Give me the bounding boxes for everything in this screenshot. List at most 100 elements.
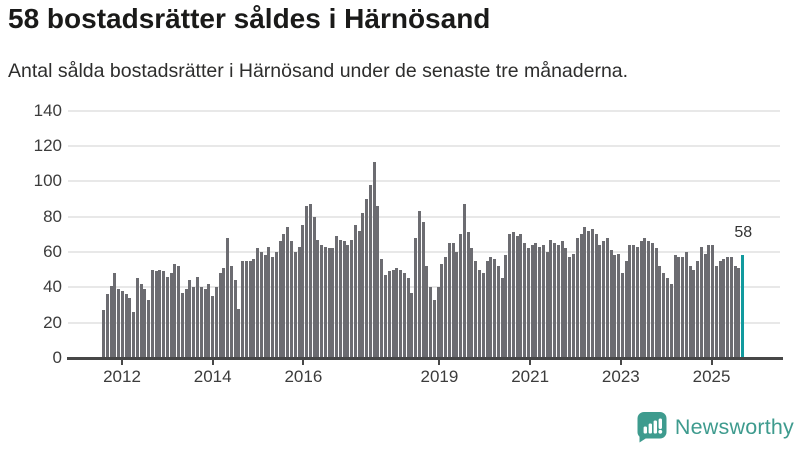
bar (147, 299, 151, 358)
bar (560, 241, 564, 358)
bar (688, 266, 692, 358)
bar (504, 255, 508, 358)
x-axis-tick (121, 359, 123, 365)
bar (575, 237, 579, 358)
bar (323, 246, 327, 358)
bar (124, 294, 128, 358)
bar (583, 227, 587, 358)
bar (109, 285, 113, 358)
bar (654, 248, 658, 358)
bar (417, 211, 421, 358)
gridline (68, 144, 780, 147)
bar (211, 296, 215, 358)
bar (184, 289, 188, 358)
bar (165, 276, 169, 358)
bar (493, 259, 497, 358)
bar (587, 230, 591, 358)
bar (312, 216, 316, 358)
bar (673, 255, 677, 358)
bar (722, 259, 726, 358)
x-axis-line (67, 357, 783, 360)
bar (545, 251, 549, 358)
bar (451, 243, 455, 358)
bar (297, 246, 301, 358)
bar (478, 269, 481, 358)
bar (380, 259, 384, 358)
x-axis-tick-label: 2025 (692, 367, 731, 386)
bar (226, 237, 230, 358)
bar (338, 239, 342, 358)
bar (102, 310, 105, 358)
bar (726, 257, 730, 358)
bar (196, 276, 199, 358)
x-axis-tick-label: 2016 (284, 367, 323, 386)
bar (459, 234, 463, 358)
x-axis-tick-label: 2021 (511, 367, 550, 386)
y-axis-tick-label: 120 (33, 135, 62, 155)
x-axis-tick-label: 2012 (103, 367, 141, 386)
bar (391, 269, 395, 358)
bar (500, 278, 504, 358)
bar (692, 269, 696, 358)
bar (259, 251, 263, 358)
bar (684, 251, 688, 358)
bar (515, 236, 519, 358)
bar (602, 241, 606, 358)
bar (263, 255, 267, 358)
bar (290, 241, 293, 358)
bar (620, 273, 624, 358)
bar (485, 260, 489, 358)
bar (707, 244, 711, 358)
bar (335, 236, 339, 358)
bar (594, 234, 598, 358)
bar (440, 264, 444, 358)
bar (628, 244, 632, 358)
bar (613, 255, 617, 358)
bar (579, 234, 583, 358)
x-axis-tick (302, 359, 305, 365)
x-axis-tick (438, 359, 441, 365)
bar (462, 204, 466, 358)
y-axis-tick-label: 80 (43, 206, 62, 226)
bar (429, 287, 433, 358)
bar (617, 253, 621, 358)
bar (361, 213, 365, 358)
bar (395, 267, 399, 358)
bar (572, 253, 575, 358)
bar (718, 260, 722, 358)
bar (128, 297, 132, 358)
bar (233, 280, 237, 358)
bar (244, 260, 248, 358)
page-title: 58 bostadsrätter såldes i Härnösand (8, 3, 491, 34)
bar (177, 266, 181, 358)
bar (342, 241, 346, 358)
bar (669, 283, 673, 358)
bar-value-label: 58 (734, 224, 753, 242)
bar (282, 234, 286, 358)
bar (372, 161, 376, 358)
bar (117, 289, 121, 358)
bar (384, 274, 387, 358)
gridline (68, 109, 780, 112)
bar (568, 257, 572, 358)
bar (733, 266, 737, 358)
bar (523, 243, 527, 358)
bar (278, 241, 282, 358)
bar (180, 292, 184, 358)
bar (350, 239, 354, 358)
bar (293, 251, 297, 358)
page-subtitle: Antal sålda bostadsrätter i Härnösand un… (8, 60, 629, 82)
bar (549, 239, 553, 358)
bar (229, 266, 233, 358)
bar (534, 243, 538, 358)
x-axis-tick (710, 359, 713, 365)
bar (316, 239, 320, 358)
x-axis-tick-label: 2023 (601, 367, 640, 386)
bar (538, 246, 542, 358)
bar (135, 278, 139, 358)
bar (639, 241, 643, 358)
bar (677, 257, 681, 358)
bar (605, 237, 609, 358)
bar (305, 205, 309, 358)
